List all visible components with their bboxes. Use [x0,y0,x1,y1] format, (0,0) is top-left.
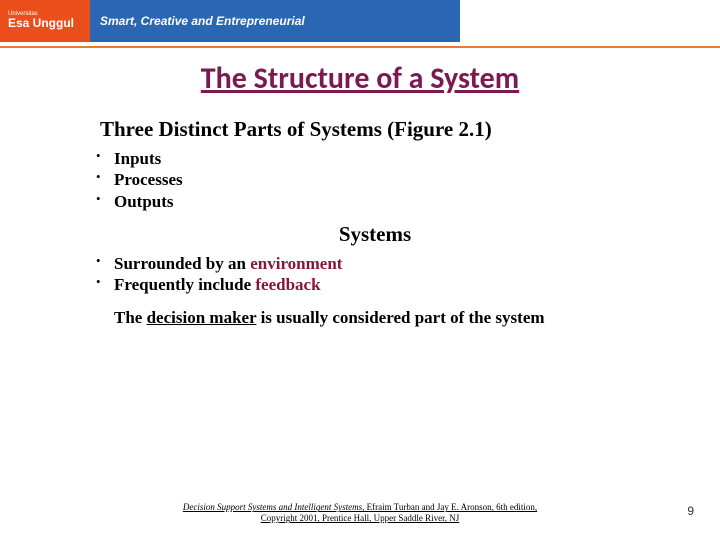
logo-main-text: Esa Unggul [8,17,90,30]
list-item: Surrounded by an environment [96,253,670,274]
list-systems: Surrounded by an environment Frequently … [96,253,670,296]
list-item: Outputs [96,191,670,212]
slide-title: The Structure of a System [50,60,670,97]
para-underline: decision maker [147,308,257,327]
slide-content: The Structure of a System Three Distinct… [80,60,670,329]
footer-book: Decision Support Systems and Intelligent… [183,502,364,512]
slide-footer: Decision Support Systems and Intelligent… [0,502,720,524]
footer-rest1: Efraim Turban and Jay E. Aronson, 6th ed… [364,502,537,512]
subheading-systems: Systems [80,222,670,247]
slide-header: Universitas Esa Unggul Smart, Creative a… [0,0,720,42]
tagline-text: Smart, Creative and Entrepreneurial [100,0,305,42]
para-post: is usually considered part of the system [256,308,544,327]
list-item: Frequently include feedback [96,274,670,295]
paragraph-decision-maker: The decision maker is usually considered… [114,307,670,328]
keyword: feedback [255,275,320,294]
header-underline [0,46,720,48]
footer-rest2: Copyright 2001, Prentice Hall, Upper Sad… [261,513,460,523]
logo-block: Universitas Esa Unggul [0,0,90,42]
list-parts: Inputs Processes Outputs [96,148,670,212]
list-item: Processes [96,169,670,190]
page-number: 9 [687,504,694,518]
list-item: Inputs [96,148,670,169]
para-pre: The [114,308,147,327]
footer-citation: Decision Support Systems and Intelligent… [0,502,720,524]
list-item-pre: Frequently include [114,275,255,294]
subheading-parts: Three Distinct Parts of Systems (Figure … [100,117,670,142]
keyword: environment [250,254,342,273]
header-swoosh [460,0,720,42]
list-item-pre: Surrounded by an [114,254,250,273]
